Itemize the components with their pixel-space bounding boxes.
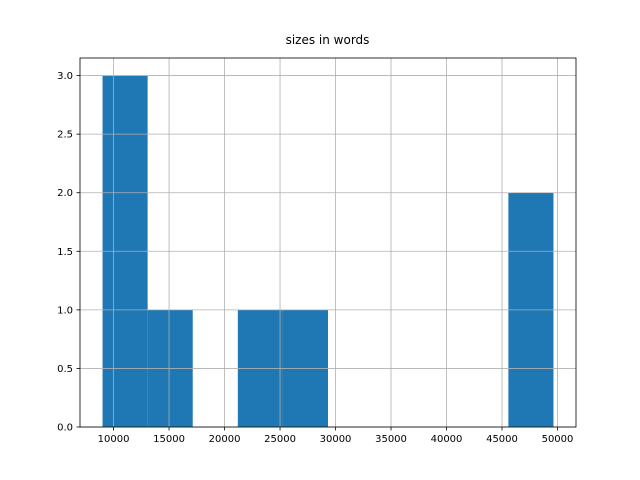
x-tick-label: 35000: [375, 434, 407, 445]
chart-title: sizes in words: [286, 33, 370, 47]
x-tick-label: 10000: [98, 434, 130, 445]
y-tick-label: 0.5: [57, 364, 73, 375]
y-tick-label: 0.0: [57, 423, 73, 434]
x-tick-label: 40000: [431, 434, 463, 445]
x-tick-label: 25000: [264, 434, 296, 445]
y-tick-label: 3.0: [57, 71, 73, 82]
x-tick-label: 20000: [209, 434, 241, 445]
plot-frame: [79, 57, 577, 428]
y-tick-label: 2.0: [57, 188, 73, 199]
y-tick-label: 1.0: [57, 305, 73, 316]
y-tick-label: 1.5: [57, 247, 73, 258]
x-tick-label: 50000: [542, 434, 574, 445]
x-tick-label: 15000: [153, 434, 185, 445]
y-tick-label: 2.5: [57, 130, 73, 141]
x-tick-label: 30000: [320, 434, 352, 445]
x-tick-label: 45000: [486, 434, 518, 445]
